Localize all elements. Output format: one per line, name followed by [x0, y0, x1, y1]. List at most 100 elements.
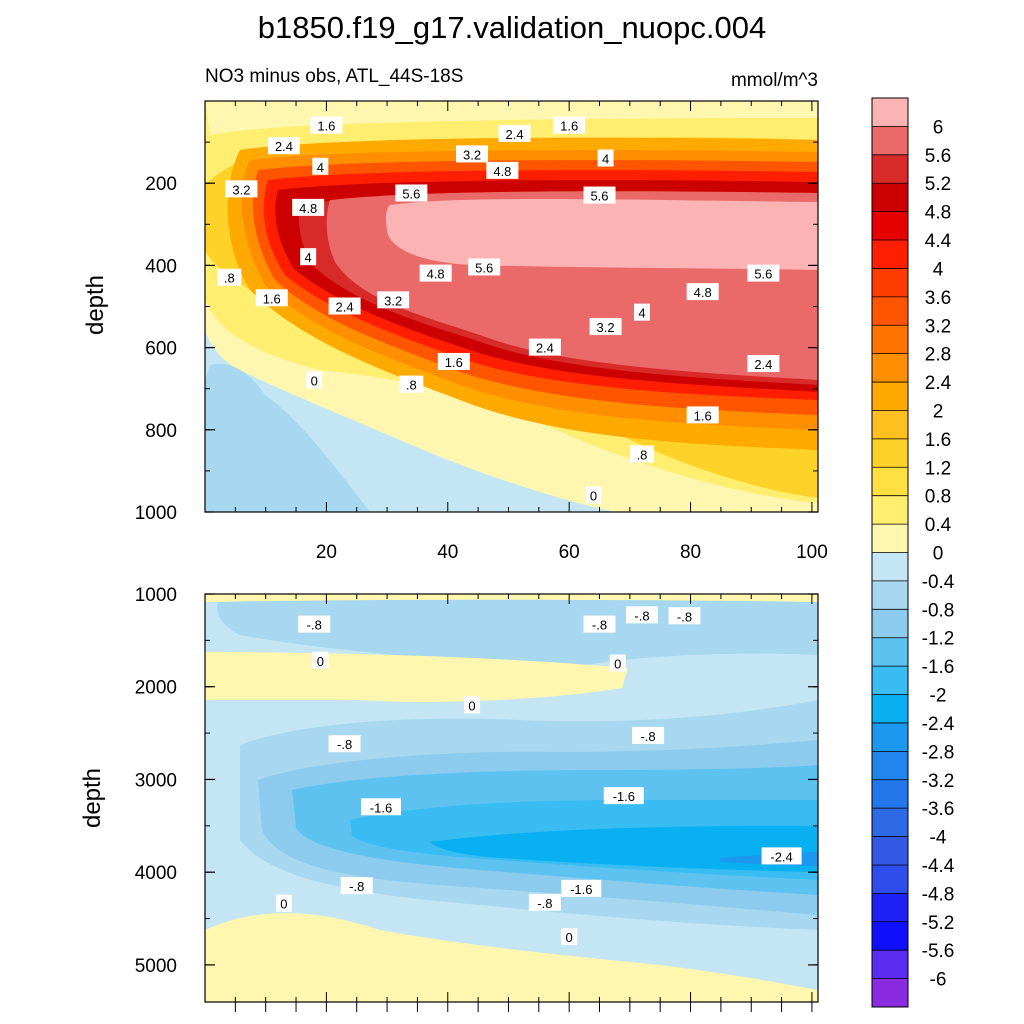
- contour-label: 4: [597, 149, 614, 167]
- contour-label-bg: [267, 137, 300, 155]
- colorbar-tick-label: 1.2: [925, 458, 951, 479]
- upper-panel: 1.62.43.245.64.83.22.41.64.845.644.8 5.6.…: [82, 100, 828, 563]
- contour-label: -1.6: [561, 879, 602, 897]
- lower-zero-tongue: [205, 652, 628, 702]
- contour-label-bg: [468, 258, 501, 276]
- upper-surface-band-light: [205, 101, 818, 135]
- contour-label-bg: [464, 696, 481, 714]
- ytick-label: 600: [145, 339, 177, 360]
- colorbar-swatch: [872, 751, 908, 781]
- colorbar-tick-label: 0.4: [925, 515, 952, 536]
- colorbar-swatch: [872, 524, 908, 553]
- contour-label-bg: [747, 264, 780, 282]
- colorbar-swatch: [872, 353, 908, 383]
- chart-subtitle: NO3 minus obs, ATL_44S-18S: [205, 66, 463, 87]
- contour-label-text: 3.2: [597, 320, 615, 335]
- colorbar-tick-label: 4.4: [925, 231, 952, 252]
- upper-contour-fill: [205, 101, 818, 512]
- upper-band-neg0-8: [205, 363, 370, 512]
- ytick-label: 400: [145, 256, 177, 277]
- colorbar-swatch: [872, 438, 908, 468]
- colorbar-frame: [871, 97, 909, 1008]
- contour-label-text: 4: [638, 306, 645, 321]
- contour-label-bg: [498, 124, 531, 142]
- contour-label-bg: [275, 894, 292, 912]
- contour-label: 2.4: [498, 124, 531, 142]
- colorbar-swatch: [872, 325, 908, 355]
- ytick-label: 1000: [135, 585, 177, 606]
- colorbar-swatch: [872, 126, 908, 156]
- contour-label: -.8: [668, 607, 701, 625]
- contour-label: 0: [609, 654, 626, 672]
- lower-bottom-zero: [205, 913, 818, 1002]
- colorbar-swatch: [872, 382, 908, 411]
- contour-label-bg: [310, 116, 343, 134]
- lower-frame: [204, 593, 819, 1003]
- contour-label-bg: [583, 615, 616, 633]
- ytick-label: 800: [145, 421, 177, 442]
- contour-label-bg: [668, 607, 701, 625]
- contour-label-bg: [377, 291, 410, 309]
- contour-label-text: 2.4: [536, 341, 554, 356]
- xtick-label: 20: [316, 542, 337, 563]
- contour-label-text: 0: [317, 654, 324, 669]
- xtick-label: 40: [437, 542, 458, 563]
- contour-label-bg: [306, 371, 323, 389]
- contour-label-text: -1.6: [613, 789, 635, 804]
- contour-label-bg: [589, 318, 622, 336]
- contour-label: 2.4: [747, 355, 780, 373]
- contour-label-text: -.8: [677, 609, 692, 624]
- contour-label: 0: [312, 651, 329, 669]
- contour-label-bg: [747, 355, 780, 373]
- colorbar-tick-label: 5.2: [925, 174, 951, 195]
- contour-label-text: -2.4: [770, 849, 792, 864]
- contour-label-text: 3.2: [463, 147, 481, 162]
- contour-label-text: -.8: [337, 737, 352, 752]
- contour-label: 4: [300, 248, 317, 266]
- contour-label-text: 0: [614, 657, 621, 672]
- lower-contour-labels: -.8 -.8 -.8 -.8 0 0 0 -.8 -.8 -1.6 -1.6 -2.4 -.8 -1.6…: [275, 606, 802, 946]
- colorbar-swatch: [872, 779, 908, 809]
- contour-label-text: .8: [637, 447, 648, 462]
- colorbar-swatch: [872, 211, 908, 241]
- contour-label: .8: [629, 445, 654, 463]
- contour-label: -.8: [583, 615, 616, 633]
- contour-label: -1.6: [361, 798, 402, 816]
- colorbar-tick-label: 3.2: [925, 316, 951, 337]
- contour-label-text: 1.6: [560, 119, 578, 134]
- contour-label-bg: [328, 735, 361, 753]
- colorbar-swatch: [872, 154, 908, 184]
- contour-label-text: -.8: [634, 608, 649, 623]
- colorbar-tick-label: 6: [933, 117, 944, 138]
- contour-label-bg: [603, 787, 644, 805]
- ytick-label: 3000: [135, 770, 177, 791]
- contour-label-text: -.8: [537, 896, 552, 911]
- contour-label: 5.6: [395, 184, 428, 202]
- colorbar-tick-label: 4: [933, 259, 944, 280]
- contour-label-text: 2.4: [754, 357, 772, 372]
- lower-panel: -.8 -.8 -.8 -.8 0 0 0 -.8 -.8 -1.6 -1.6 -2.4 -.8 -1.6…: [79, 585, 819, 1012]
- colorbar-tick-label: -0.8: [922, 600, 955, 621]
- chart-title: b1850.f19_g17.validation_nuopc.004: [258, 10, 767, 45]
- colorbar-tick-label: -1.6: [922, 657, 955, 678]
- colorbar-tick-label: 1.6: [925, 430, 951, 451]
- colorbar-swatch: [872, 296, 908, 326]
- contour-label-text: 5.6: [475, 260, 493, 275]
- contour-label-text: 4: [602, 152, 609, 167]
- xtick-label: 80: [680, 542, 701, 563]
- ytick-label: 200: [145, 174, 177, 195]
- contour-label: 2.4: [267, 137, 300, 155]
- colorbar-tick-label: -0.4: [922, 572, 955, 593]
- contour-label-bg: [255, 289, 288, 307]
- units-label: mmol/m^3: [731, 70, 818, 91]
- contour-label-bg: [312, 651, 329, 669]
- colorbar-tick-label: -6: [930, 970, 947, 991]
- contour-label: -.8: [298, 615, 331, 633]
- contour-label: -.8: [625, 606, 658, 624]
- contour-label: 4: [312, 157, 329, 175]
- colorbar-tick-label: -4.4: [922, 856, 955, 877]
- contour-label-text: 0: [311, 373, 318, 388]
- ytick-label: 1000: [135, 503, 177, 524]
- contour-label-bg: [632, 726, 665, 744]
- contour-label: 3.2: [225, 180, 258, 198]
